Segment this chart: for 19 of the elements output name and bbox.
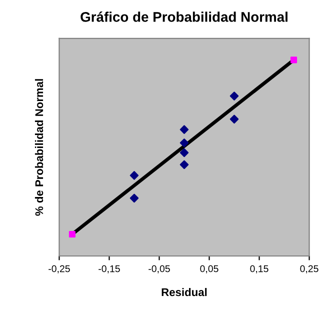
chart-title: Gráfico de Probabilidad Normal bbox=[80, 12, 288, 22]
point bbox=[130, 171, 139, 180]
y-axis-title: % de Probabilidad Normal bbox=[34, 79, 44, 216]
x-tick-label: -0,05 bbox=[148, 265, 170, 274]
x-tick-label: 0,25 bbox=[300, 265, 318, 274]
point bbox=[180, 138, 189, 148]
x-tick-label: -0,15 bbox=[98, 265, 120, 274]
x-tick-label: -0,25 bbox=[48, 265, 70, 274]
x-tick-label: 0,15 bbox=[250, 265, 268, 274]
x-axis-title: Residual bbox=[162, 288, 207, 296]
x-tick-label: 0,05 bbox=[200, 265, 218, 274]
point bbox=[130, 194, 139, 203]
point bbox=[230, 114, 239, 124]
point bbox=[290, 56, 298, 64]
point bbox=[180, 148, 189, 158]
point bbox=[180, 125, 189, 134]
point bbox=[180, 160, 189, 170]
point bbox=[68, 230, 76, 238]
point bbox=[230, 92, 239, 100]
